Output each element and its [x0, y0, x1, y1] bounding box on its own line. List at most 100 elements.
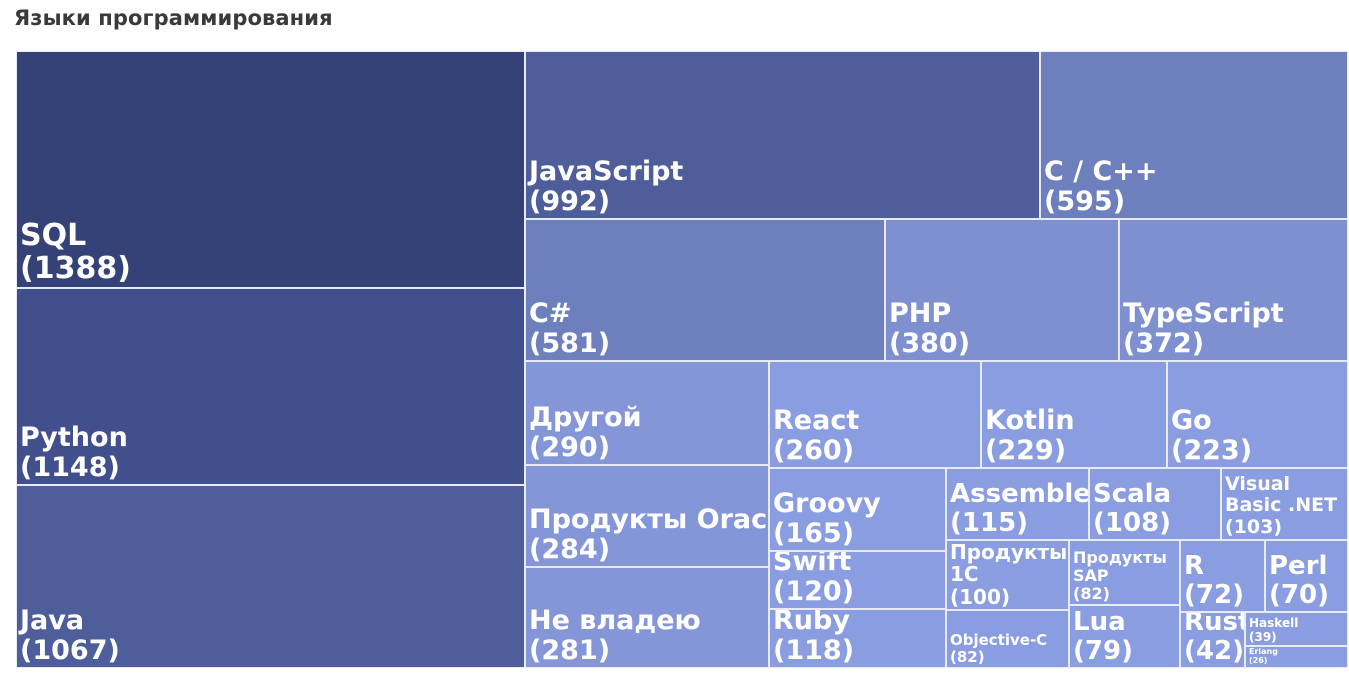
treemap-cell-label: SQL (1388): [20, 219, 131, 286]
treemap-cell-label: Objective-C (82): [950, 632, 1047, 666]
treemap-cell-name: Продукты SAP: [1073, 548, 1167, 586]
treemap-cell-name: Assembler: [950, 478, 1089, 509]
treemap-cell-value: (284): [529, 533, 611, 565]
treemap-cell-r[interactable]: R (72): [1180, 540, 1265, 612]
treemap-cell-label: PHP (380): [889, 297, 971, 359]
treemap-cell-не-владею[interactable]: Не владею (281): [525, 567, 769, 668]
treemap-cell-assembler[interactable]: Assembler (115): [946, 468, 1089, 540]
treemap-cell-label: React (260): [773, 405, 859, 466]
treemap-cell-value: (223): [1171, 434, 1253, 466]
treemap-cell-perl[interactable]: Perl (70): [1265, 540, 1348, 612]
treemap-cell-swift[interactable]: Swift (120): [769, 551, 946, 609]
treemap-cell-name: Java: [20, 604, 85, 636]
treemap-cell-haskell[interactable]: Haskell (39): [1245, 612, 1348, 646]
treemap-cell-name: Erlang: [1249, 647, 1278, 657]
treemap-cell-value: (290): [529, 431, 611, 463]
treemap-cell-sql[interactable]: SQL (1388): [16, 51, 525, 288]
treemap-cell-c[interactable]: C# (581): [525, 219, 885, 361]
treemap-cell-value: (229): [985, 434, 1067, 466]
treemap-cell-name: R: [1184, 550, 1205, 581]
treemap-cell-label: Assembler (115): [950, 478, 1089, 538]
treemap-cell-label: R (72): [1184, 550, 1244, 610]
treemap-cell-name: Haskell: [1249, 616, 1299, 631]
treemap-cell-value: (72): [1184, 579, 1244, 610]
treemap-cell-value: (70): [1269, 579, 1329, 610]
treemap-cell-name: Lua: [1073, 606, 1126, 637]
treemap-cell-label: Haskell (39): [1249, 616, 1299, 644]
chart-title: Языки программирования: [14, 6, 333, 30]
treemap-cell-value: (39): [1249, 629, 1277, 644]
treemap-cell-value: (79): [1073, 635, 1133, 666]
treemap-cell-value: (103): [1225, 515, 1283, 538]
treemap-cell-ruby[interactable]: Ruby (118): [769, 609, 946, 668]
treemap-cell-value: (118): [773, 634, 855, 666]
treemap-cell-name: Scala: [1093, 478, 1172, 509]
treemap-cell-label: Ruby (118): [773, 609, 855, 666]
treemap-cell-value: (26): [1249, 656, 1268, 666]
treemap-cell-label: Kotlin (229): [985, 404, 1075, 466]
treemap-cell-python[interactable]: Python (1148): [16, 288, 525, 485]
treemap-cell-rust[interactable]: Rust (42): [1180, 612, 1245, 668]
treemap-cell-label: JavaScript (992): [529, 155, 684, 217]
treemap-cell-value: (281): [529, 634, 611, 666]
treemap-cell-name: Go: [1171, 404, 1212, 436]
treemap-cell-java[interactable]: Java (1067): [16, 485, 525, 668]
treemap-cell-kotlin[interactable]: Kotlin (229): [981, 361, 1167, 468]
treemap-cell-value: (380): [889, 327, 971, 359]
treemap-cell-value: (1388): [20, 251, 131, 287]
treemap-cell-react[interactable]: React (260): [769, 361, 981, 468]
treemap-cell-objective-c[interactable]: Objective-C (82): [946, 610, 1069, 668]
treemap-cell-typescript[interactable]: TypeScript (372): [1119, 219, 1348, 361]
treemap-cell-name: Ruby: [773, 609, 850, 636]
treemap-cell-name: C / C++: [1044, 155, 1158, 187]
treemap-cell-value: (108): [1093, 507, 1172, 538]
treemap-cell-name: Visual Basic .NET: [1225, 473, 1338, 517]
treemap-cell-label: Swift (120): [773, 551, 854, 607]
treemap-cell-label: Groovy (165): [773, 487, 881, 549]
treemap-cell-value: (372): [1123, 327, 1205, 359]
treemap-cell-scala[interactable]: Scala (108): [1089, 468, 1221, 540]
treemap-cell-erlang[interactable]: Erlang (26): [1245, 646, 1348, 668]
treemap-cell-name: Groovy: [773, 487, 881, 519]
treemap-cell-name: Не владею: [529, 604, 701, 636]
treemap-cell-name: Swift: [773, 551, 852, 577]
treemap-cell-value: (115): [950, 507, 1029, 538]
treemap-cell-value: (165): [773, 517, 855, 549]
treemap-cell-name: SQL: [20, 217, 87, 253]
treemap-cell-value: (595): [1044, 185, 1126, 217]
treemap-cell-label: Go (223): [1171, 404, 1253, 466]
treemap-cell-продукты-sap[interactable]: Продукты SAP (82): [1069, 540, 1180, 605]
treemap-cell-label: Java (1067): [20, 604, 120, 666]
treemap-cell-name: JavaScript: [529, 155, 684, 187]
treemap-cell-продукты-1с[interactable]: Продукты 1С (100): [946, 540, 1069, 610]
treemap-cell-groovy[interactable]: Groovy (165): [769, 468, 946, 551]
treemap-cell-javascript[interactable]: JavaScript (992): [525, 51, 1040, 219]
treemap-cell-label: Python (1148): [20, 422, 128, 483]
treemap-cell-name: Продукты Oracle: [529, 503, 769, 535]
treemap-cell-value: (100): [950, 584, 1011, 609]
treemap-cell-label: Продукты 1С (100): [950, 541, 1067, 608]
treemap-cell-go[interactable]: Go (223): [1167, 361, 1348, 468]
treemap-cell-label: Perl (70): [1269, 550, 1329, 610]
treemap-cell-lua[interactable]: Lua (79): [1069, 605, 1180, 668]
treemap-cell-label: C / C++ (595): [1044, 155, 1158, 217]
treemap-cell-продукты-oracle[interactable]: Продукты Oracle (284): [525, 465, 769, 567]
treemap-cell-name: Perl: [1269, 550, 1328, 581]
treemap-cell-c-c[interactable]: C / C++ (595): [1040, 51, 1348, 219]
treemap-cell-name: Продукты 1С: [950, 540, 1068, 587]
treemap-cell-value: (992): [529, 185, 611, 217]
treemap-cell-name: PHP: [889, 297, 952, 329]
treemap-cell-name: Другой: [529, 401, 642, 433]
treemap-cell-другой[interactable]: Другой (290): [525, 361, 769, 465]
treemap-cell-value: (260): [773, 434, 855, 466]
treemap-cell-label: Не владею (281): [529, 604, 701, 666]
treemap-cell-php[interactable]: PHP (380): [885, 219, 1119, 361]
treemap-cell-visual-basic-net[interactable]: Visual Basic .NET (103): [1221, 468, 1348, 540]
treemap-cell-label: Lua (79): [1073, 606, 1133, 666]
treemap-cell-value: (82): [1073, 584, 1110, 604]
treemap-cell-name: TypeScript: [1123, 297, 1284, 329]
treemap-cell-label: Scala (108): [1093, 478, 1172, 538]
treemap-cell-name: Kotlin: [985, 404, 1075, 436]
treemap-cell-name: Rust: [1184, 612, 1245, 637]
